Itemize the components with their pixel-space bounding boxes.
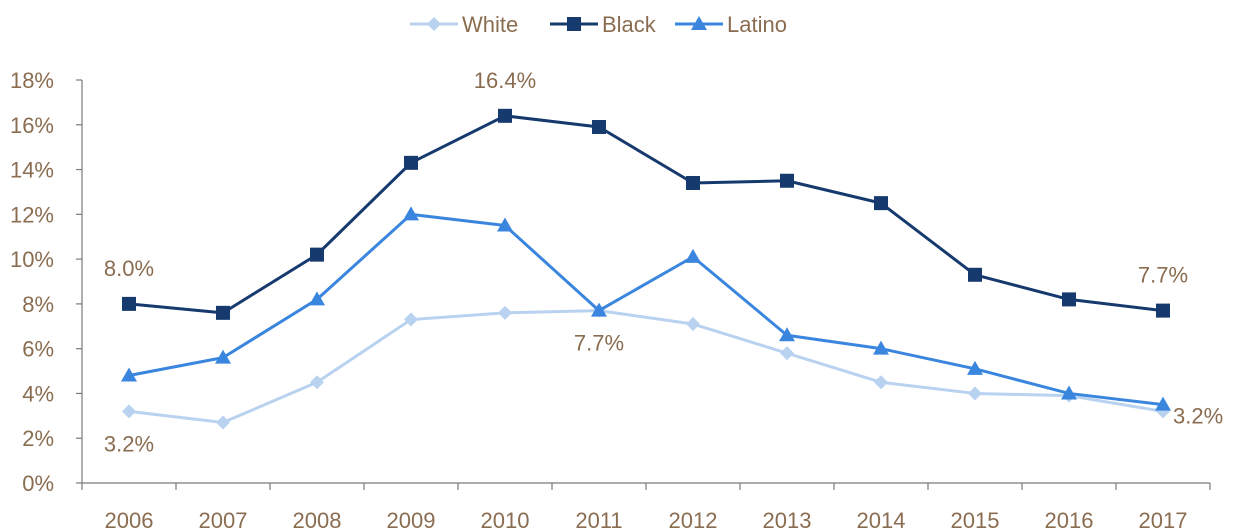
- data-label: 7.7%: [1138, 263, 1188, 288]
- data-label: 3.2%: [104, 431, 154, 456]
- y-tick-label: 14%: [10, 158, 54, 183]
- y-tick-label: 12%: [10, 202, 54, 227]
- x-tick-label: 2009: [387, 508, 436, 531]
- y-tick-label: 0%: [22, 471, 54, 496]
- data-label: 16.4%: [474, 68, 536, 93]
- data-point: [404, 312, 418, 327]
- y-tick-label: 8%: [22, 292, 54, 317]
- x-tick-label: 2014: [857, 508, 906, 531]
- data-point: [309, 291, 325, 306]
- x-tick-label: 2015: [951, 508, 1000, 531]
- x-tick-label: 2010: [481, 508, 530, 531]
- data-point: [686, 175, 700, 190]
- data-point: [1155, 396, 1171, 411]
- data-point: [592, 120, 606, 135]
- legend-label: Latino: [727, 12, 787, 37]
- data-point: [874, 196, 888, 211]
- series-line: [128, 114, 1164, 315]
- data-point: [215, 349, 231, 364]
- data-point: [1062, 292, 1076, 307]
- data-point: [403, 206, 419, 221]
- x-tick-label: 2016: [1045, 508, 1094, 531]
- diamond-marker-icon: [427, 17, 441, 31]
- data-point: [404, 155, 418, 170]
- data-point: [873, 340, 889, 355]
- x-tick-label: 2011: [575, 508, 622, 531]
- data-point: [686, 317, 700, 332]
- data-point: [968, 386, 982, 401]
- data-label: 8.0%: [104, 256, 154, 281]
- data-point: [780, 173, 794, 188]
- legend-item-latino: Latino: [675, 12, 787, 37]
- x-tick-label: 2012: [669, 508, 718, 531]
- series-line: [128, 212, 1164, 407]
- data-point: [968, 267, 982, 282]
- series-latino: [121, 206, 1171, 411]
- square-marker-icon: [567, 17, 581, 31]
- legend-label: Black: [602, 12, 657, 37]
- series-line: [128, 309, 1164, 425]
- data-point: [122, 404, 136, 419]
- data-point: [1156, 303, 1170, 318]
- data-point: [216, 305, 230, 320]
- legend: White Black Latino: [410, 12, 787, 37]
- data-label: 3.2%: [1173, 403, 1223, 428]
- data-point: [498, 108, 512, 123]
- y-tick-label: 2%: [22, 426, 54, 451]
- triangle-marker-icon: [691, 16, 707, 30]
- x-tick-label: 2006: [105, 508, 154, 531]
- data-point: [310, 247, 324, 262]
- data-point: [967, 360, 983, 375]
- data-point: [497, 217, 513, 232]
- data-point: [121, 367, 137, 382]
- legend-item-black: Black: [550, 12, 657, 37]
- legend-item-white: White: [410, 12, 518, 37]
- x-tick-label: 2007: [199, 508, 248, 531]
- series-black: [122, 108, 1170, 320]
- data-point: [780, 346, 794, 361]
- data-point: [498, 305, 512, 320]
- y-tick-label: 6%: [22, 337, 54, 362]
- data-point: [310, 375, 324, 390]
- data-point: [216, 415, 230, 430]
- data-point: [779, 327, 795, 342]
- data-point: [122, 296, 136, 311]
- axes: 0% 2% 4% 6% 8% 10% 12% 14% 16% 18% 2006 2007 2008 200…: [10, 68, 1211, 531]
- x-tick-label: 2013: [763, 508, 812, 531]
- data-point: [685, 248, 701, 263]
- series-layer: [121, 108, 1171, 430]
- data-point: [874, 375, 888, 390]
- legend-label: White: [462, 12, 518, 37]
- x-tick-label: 2008: [293, 508, 342, 531]
- y-tick-label: 4%: [22, 381, 54, 406]
- annotations: 16.4% 8.0% 7.7% 7.7% 3.2% 3.2%: [104, 68, 1223, 457]
- data-label: 7.7%: [574, 331, 624, 356]
- y-tick-label: 16%: [10, 113, 54, 138]
- y-tick-label: 18%: [10, 68, 54, 93]
- x-tick-label: 2017: [1139, 508, 1188, 531]
- data-point: [591, 302, 607, 317]
- data-point: [1061, 385, 1077, 400]
- y-tick-label: 10%: [10, 247, 54, 272]
